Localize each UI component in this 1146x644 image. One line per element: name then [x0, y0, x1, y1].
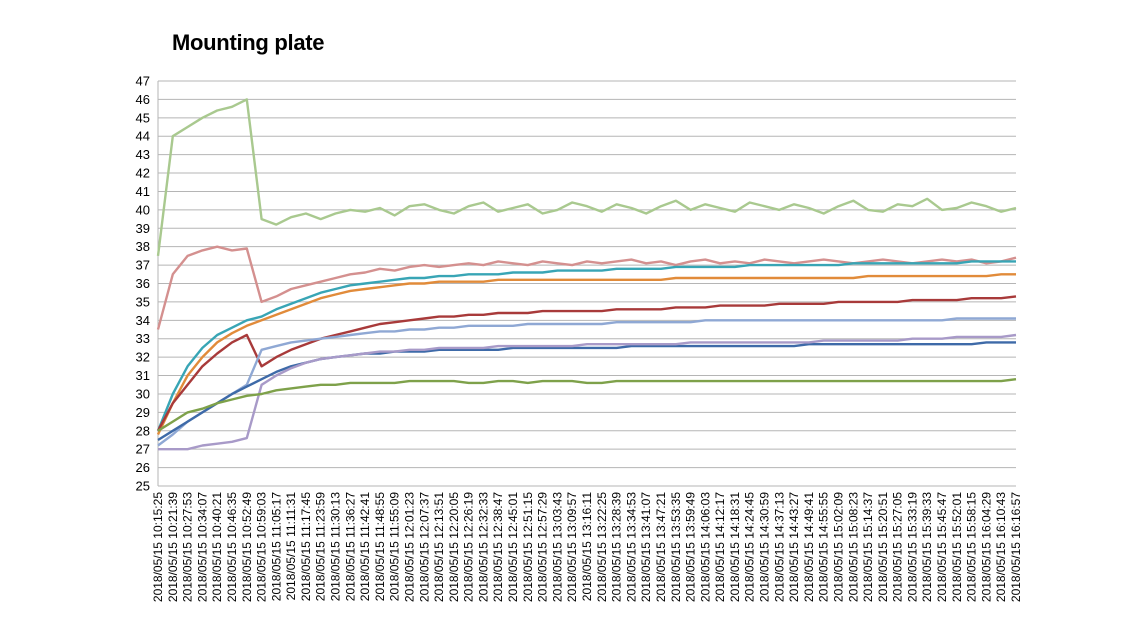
y-tick-label: 47 [136, 74, 150, 89]
series-line-2 [156, 245, 1017, 330]
x-tick-label: 2018/05/15 15:27:05 [891, 492, 905, 602]
y-tick-label: 27 [136, 442, 150, 457]
x-tick-label: 2018/05/15 13:34:53 [624, 492, 638, 602]
x-tick-label: 2018/05/15 14:24:45 [743, 492, 757, 602]
y-tick-label: 34 [136, 313, 150, 328]
y-tick-label: 36 [136, 276, 150, 291]
series-line-9 [157, 378, 1017, 432]
x-tick-label: 2018/05/15 15:45:47 [935, 492, 949, 602]
series-line-1 [156, 98, 1017, 257]
x-tick-label: 2018/05/15 16:16:57 [1009, 492, 1023, 602]
x-tick-label: 2018/05/15 14:55:55 [817, 492, 831, 602]
x-tick-label: 2018/05/15 12:20:05 [447, 492, 461, 602]
x-tick-label: 2018/05/15 11:36:27 [343, 492, 357, 602]
x-tick-label: 2018/05/15 13:59:49 [684, 492, 698, 602]
y-tick-label: 38 [136, 239, 150, 254]
y-tick-label: 26 [136, 460, 150, 475]
y-tick-label: 39 [136, 221, 150, 236]
x-tick-label: 2018/05/15 14:18:31 [728, 492, 742, 602]
x-tick-label: 2018/05/15 11:48:55 [373, 492, 387, 602]
series-lines [156, 98, 1017, 451]
x-tick-label: 2018/05/15 13:41:07 [639, 492, 653, 602]
x-tick-label: 2018/05/15 13:16:11 [580, 492, 594, 602]
x-tick-label: 2018/05/15 13:28:39 [610, 492, 624, 602]
x-tick-label: 2018/05/15 10:21:39 [166, 492, 180, 602]
x-tick-label: 2018/05/15 13:09:57 [565, 492, 579, 602]
series-line-5 [156, 295, 1017, 432]
y-tick-label: 35 [136, 294, 150, 309]
x-tick-label: 2018/05/15 16:10:43 [994, 492, 1008, 602]
x-tick-label: 2018/05/15 12:38:47 [491, 492, 505, 602]
x-tick-label: 2018/05/15 10:34:07 [195, 492, 209, 602]
x-tick-label: 2018/05/15 15:52:01 [950, 492, 964, 602]
x-tick-label: 2018/05/15 12:51:15 [521, 492, 535, 602]
x-tick-label: 2018/05/15 14:30:59 [758, 492, 772, 602]
y-tick-label: 40 [136, 202, 150, 217]
y-tick-label: 31 [136, 368, 150, 383]
y-tick-label: 45 [136, 110, 150, 125]
x-tick-label: 2018/05/15 10:15:25 [151, 492, 165, 602]
x-tick-label: 2018/05/15 14:06:03 [698, 492, 712, 602]
x-tick-label: 2018/05/15 11:42:41 [358, 492, 372, 602]
series-line-8 [158, 333, 1017, 451]
x-tick-label: 2018/05/15 14:37:13 [772, 492, 786, 602]
x-tick-label: 2018/05/15 12:32:33 [476, 492, 490, 602]
x-tick-label: 2018/05/15 11:23:59 [314, 492, 328, 602]
x-tick-label: 2018/05/15 14:12:17 [713, 492, 727, 602]
x-tick-label: 2018/05/15 10:52:49 [240, 492, 254, 602]
y-tick-label: 29 [136, 405, 150, 420]
x-tick-label: 2018/05/15 15:33:19 [905, 492, 919, 602]
y-tick-label: 44 [136, 129, 150, 144]
x-tick-label: 2018/05/15 14:49:41 [802, 492, 816, 602]
x-tick-label: 2018/05/15 13:03:43 [550, 492, 564, 602]
y-tick-label: 28 [136, 423, 150, 438]
y-tick-label: 46 [136, 92, 150, 107]
series-line-6 [157, 317, 1016, 447]
y-tick-label: 30 [136, 386, 150, 401]
chart-title: Mounting plate [172, 30, 325, 55]
x-tick-label: 2018/05/15 11:55:09 [388, 492, 402, 602]
x-tick-label: 2018/05/15 10:27:53 [181, 492, 195, 602]
x-tick-label: 2018/05/15 12:26:19 [462, 492, 476, 602]
x-tick-label: 2018/05/15 15:20:51 [876, 492, 890, 602]
x-tick-label: 2018/05/15 14:43:27 [787, 492, 801, 602]
x-tick-label: 2018/05/15 15:58:15 [965, 492, 979, 602]
x-tick-label: 2018/05/15 15:02:09 [831, 492, 845, 602]
x-tick-label: 2018/05/15 15:39:33 [920, 492, 934, 602]
x-tick-label: 2018/05/15 11:11:31 [284, 492, 298, 601]
x-tick-label: 2018/05/15 11:05:17 [269, 492, 283, 602]
grid-lines [157, 80, 1016, 487]
x-tick-label: 2018/05/15 11:30:13 [329, 492, 343, 602]
series-line-4 [156, 273, 1016, 436]
series-line-3 [156, 260, 1016, 432]
x-tick-label: 2018/05/15 13:53:35 [669, 492, 683, 602]
y-axis-ticks: 25 26 27 28 29 30 31 32 33 34 35 36 37 38 39 40 41 42 43 44… [136, 74, 150, 494]
x-tick-label: 2018/05/15 12:45:01 [506, 492, 520, 602]
x-tick-label: 2018/05/15 13:47:21 [654, 492, 668, 602]
y-tick-label: 41 [136, 184, 150, 199]
x-tick-label: 2018/05/15 16:04:29 [979, 492, 993, 602]
x-tick-label: 2018/05/15 15:08:23 [846, 492, 860, 602]
x-tick-label: 2018/05/15 10:46:35 [225, 492, 239, 602]
x-tick-label: 2018/05/15 10:59:03 [255, 492, 269, 602]
y-tick-label: 25 [136, 479, 150, 494]
y-tick-label: 37 [136, 258, 150, 273]
y-tick-label: 43 [136, 147, 150, 162]
x-tick-label: 2018/05/15 12:13:51 [432, 492, 446, 602]
y-tick-label: 32 [136, 350, 150, 365]
x-tick-label: 2018/05/15 11:17:45 [299, 492, 313, 602]
x-tick-label: 2018/05/15 12:57:29 [536, 492, 550, 602]
y-tick-label: 33 [136, 331, 150, 346]
x-axis-ticks: 2018/05/15 10:15:25 2018/05/15 10:21:39 20… [151, 492, 1023, 602]
x-tick-label: 2018/05/15 15:14:37 [861, 492, 875, 602]
x-tick-label: 2018/05/15 12:01:23 [402, 492, 416, 602]
x-tick-label: 2018/05/15 10:40:21 [210, 492, 224, 602]
x-tick-label: 2018/05/15 12:07:37 [417, 492, 431, 602]
x-tick-label: 2018/05/15 13:22:25 [595, 492, 609, 602]
y-tick-label: 42 [136, 166, 150, 181]
